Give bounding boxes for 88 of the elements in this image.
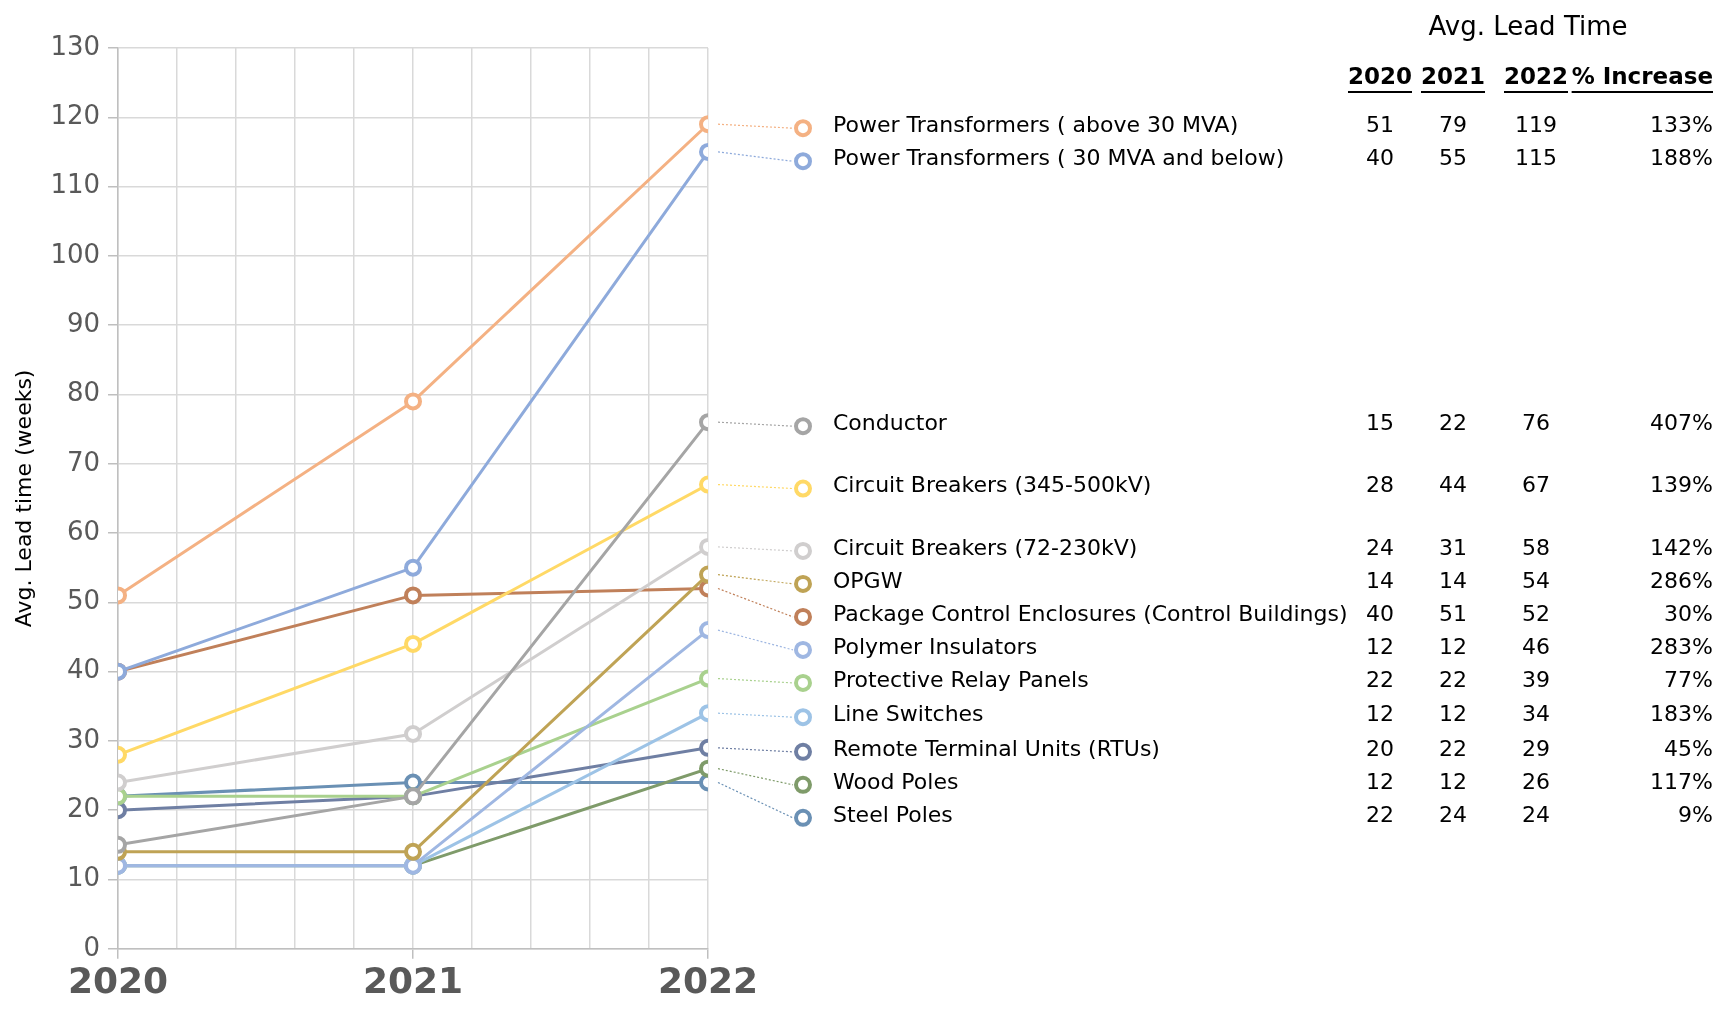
text: 139%: [1650, 472, 1713, 498]
text: 22: [1439, 666, 1467, 692]
x-tick-label: 2022: [657, 959, 759, 1001]
y-tick-label: 80: [66, 377, 101, 408]
text: 51: [1366, 111, 1394, 137]
text: 51: [1439, 600, 1467, 626]
text: 20: [1366, 735, 1394, 761]
text: 15: [1366, 409, 1394, 435]
text: 183%: [1650, 700, 1713, 726]
legend-label: Polymer Insulators: [833, 633, 1038, 659]
text: 79: [1439, 111, 1467, 137]
text: 12: [1366, 700, 1394, 726]
legend-label: Package Control Enclosures (Control Buildings): [833, 600, 1348, 626]
legend-label: Circuit Breakers (345-500kV): [833, 472, 1152, 498]
y-tick-label: 90: [66, 307, 101, 338]
text: 22: [1366, 801, 1394, 827]
text: 55: [1439, 144, 1467, 170]
text: 407%: [1650, 409, 1713, 435]
text: 286%: [1650, 567, 1713, 593]
legend-label: Protective Relay Panels: [833, 666, 1089, 692]
y-tick-label: 120: [50, 100, 101, 131]
legend-label: Power Transformers ( above 30 MVA): [833, 111, 1239, 137]
text: 12: [1366, 633, 1394, 659]
text: 12: [1439, 768, 1467, 794]
text: 24: [1366, 534, 1394, 560]
text: 44: [1439, 472, 1467, 498]
legend-label: Circuit Breakers (72-230kV): [833, 534, 1138, 560]
legend-title: Avg. Lead Time: [1428, 10, 1628, 41]
y-tick-label: 110: [50, 169, 101, 200]
legend-label: Power Transformers ( 30 MVA and below): [833, 144, 1285, 170]
text: 142%: [1650, 534, 1713, 560]
y-axis-title: Avg. Lead time (weeks): [10, 369, 36, 628]
text: 39: [1522, 666, 1550, 692]
text: 58: [1522, 534, 1550, 560]
text: 22: [1439, 735, 1467, 761]
text: 29: [1522, 735, 1550, 761]
text: 22: [1439, 409, 1467, 435]
text: 2021: [1420, 62, 1486, 89]
text: 54: [1522, 567, 1550, 593]
text: 30%: [1664, 600, 1713, 626]
text: 46: [1522, 633, 1550, 659]
text: 12: [1439, 633, 1467, 659]
text: 14: [1366, 567, 1394, 593]
legend-label: Wood Poles: [833, 768, 959, 794]
text: 283%: [1650, 633, 1713, 659]
text: 115: [1515, 144, 1557, 170]
legend-label: Steel Poles: [833, 801, 953, 827]
legend-label: Conductor: [833, 409, 948, 435]
text: 2022: [1503, 62, 1569, 89]
text: 2020: [1347, 62, 1413, 89]
text: 24: [1439, 801, 1467, 827]
text: 45%: [1664, 735, 1713, 761]
y-tick-label: 70: [66, 446, 101, 477]
text: 133%: [1650, 111, 1713, 137]
y-tick-label: 0: [83, 931, 101, 962]
text: 76: [1522, 409, 1550, 435]
text: 12: [1366, 768, 1394, 794]
text: 67: [1522, 472, 1550, 498]
text: 40: [1366, 600, 1394, 626]
text: 40: [1366, 144, 1394, 170]
y-tick-label: 60: [66, 515, 101, 546]
y-tick-label: 20: [66, 792, 101, 823]
text: 26: [1522, 768, 1550, 794]
text: % Increase: [1571, 62, 1713, 89]
text: 28: [1366, 472, 1394, 498]
text: 188%: [1650, 144, 1713, 170]
text: 52: [1522, 600, 1550, 626]
text: 12: [1439, 700, 1467, 726]
y-tick-label: 50: [66, 585, 101, 616]
legend-label: OPGW: [833, 567, 903, 593]
text: 117%: [1650, 768, 1713, 794]
text: 24: [1522, 801, 1550, 827]
text: 14: [1439, 567, 1467, 593]
text: 77%: [1664, 666, 1713, 692]
y-tick-label: 30: [66, 723, 101, 754]
y-tick-label: 40: [66, 654, 101, 685]
legend-label: Remote Terminal Units (RTUs): [833, 735, 1160, 761]
x-tick-label: 2020: [67, 959, 169, 1001]
text: 31: [1439, 534, 1467, 560]
text: 119: [1515, 111, 1557, 137]
text: 22: [1366, 666, 1394, 692]
y-tick-label: 10: [66, 862, 101, 893]
text: 34: [1522, 700, 1550, 726]
y-tick-label: 100: [50, 238, 101, 269]
y-tick-label: 130: [50, 30, 101, 61]
text: 9%: [1678, 801, 1713, 827]
legend-label: Line Switches: [833, 700, 984, 726]
x-tick-label: 2021: [362, 959, 464, 1001]
